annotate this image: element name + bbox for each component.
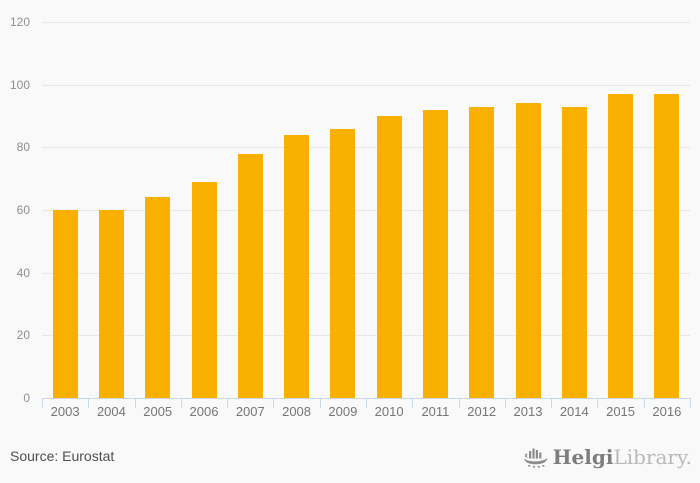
bar bbox=[654, 94, 680, 398]
axis-tick bbox=[551, 399, 553, 408]
x-axis-label: 2005 bbox=[143, 404, 173, 419]
y-axis-label: 0 bbox=[23, 391, 30, 405]
axis-tick bbox=[88, 399, 90, 408]
bar bbox=[98, 210, 124, 398]
x-axis-label: 2007 bbox=[235, 404, 265, 419]
axis-tick bbox=[412, 399, 414, 408]
y-axis-label: 80 bbox=[16, 140, 30, 155]
x-axis-label: 2014 bbox=[559, 404, 589, 419]
axis-tick bbox=[134, 399, 136, 408]
x-axis-label: 2010 bbox=[374, 404, 404, 419]
y-axis-label: 40 bbox=[16, 265, 30, 280]
bar bbox=[284, 134, 310, 398]
axis-tick bbox=[319, 399, 321, 408]
bar bbox=[191, 181, 217, 398]
bar-chart: 0 20 40 60 80 100 120 2003 2004 2005 2006 2007 2008 2… bbox=[9, 15, 691, 419]
axis-tick bbox=[180, 399, 182, 408]
axis-tick bbox=[597, 399, 599, 408]
x-axis-label: 2011 bbox=[421, 404, 450, 419]
grid-line bbox=[42, 22, 690, 23]
logo-text-library: Library. bbox=[613, 445, 692, 469]
y-axis-label: 100 bbox=[9, 77, 30, 92]
bar bbox=[469, 106, 495, 398]
x-axis-label: 2006 bbox=[189, 404, 219, 419]
logo-text: HelgiLibrary. bbox=[553, 443, 692, 471]
x-axis-label: 2003 bbox=[50, 404, 80, 419]
grid-line bbox=[42, 335, 690, 337]
x-axis-label: 2016 bbox=[652, 404, 682, 419]
grid-line bbox=[42, 272, 690, 274]
y-axis-label: 20 bbox=[16, 328, 30, 343]
y-axis-label: 60 bbox=[16, 203, 30, 217]
grid-line bbox=[42, 147, 690, 149]
bar bbox=[422, 109, 448, 398]
y-axis-label: 120 bbox=[9, 15, 30, 29]
bar bbox=[237, 153, 263, 398]
bar bbox=[376, 116, 402, 398]
source-text: Source: Eurostat bbox=[10, 448, 115, 464]
bar bbox=[515, 103, 541, 398]
bar bbox=[52, 210, 78, 398]
axis-tick bbox=[690, 399, 691, 408]
axis-tick bbox=[227, 399, 229, 408]
logo-text-helgi: Helgi bbox=[552, 445, 614, 469]
bar bbox=[608, 94, 634, 398]
x-axis-line bbox=[42, 398, 691, 399]
grid-line bbox=[42, 210, 690, 211]
x-axis-label: 2012 bbox=[467, 404, 497, 419]
axis-tick bbox=[504, 399, 506, 408]
axis-tick bbox=[366, 399, 367, 408]
x-axis-label: 2015 bbox=[606, 404, 636, 419]
axis-tick bbox=[273, 399, 275, 408]
x-axis-label: 2008 bbox=[282, 404, 312, 419]
grid-line bbox=[42, 84, 690, 86]
axis-tick bbox=[643, 399, 645, 408]
x-axis-label: 2013 bbox=[513, 404, 543, 419]
axis-tick bbox=[458, 399, 460, 408]
helgi-ship-icon bbox=[522, 445, 549, 469]
bar bbox=[330, 128, 356, 398]
bar bbox=[561, 106, 587, 398]
x-axis-label: 2004 bbox=[96, 404, 126, 419]
helgi-library-logo[interactable]: HelgiLibrary. bbox=[522, 443, 692, 471]
bar bbox=[145, 197, 171, 398]
x-axis-label: 2009 bbox=[328, 404, 358, 419]
axis-tick bbox=[42, 399, 43, 408]
